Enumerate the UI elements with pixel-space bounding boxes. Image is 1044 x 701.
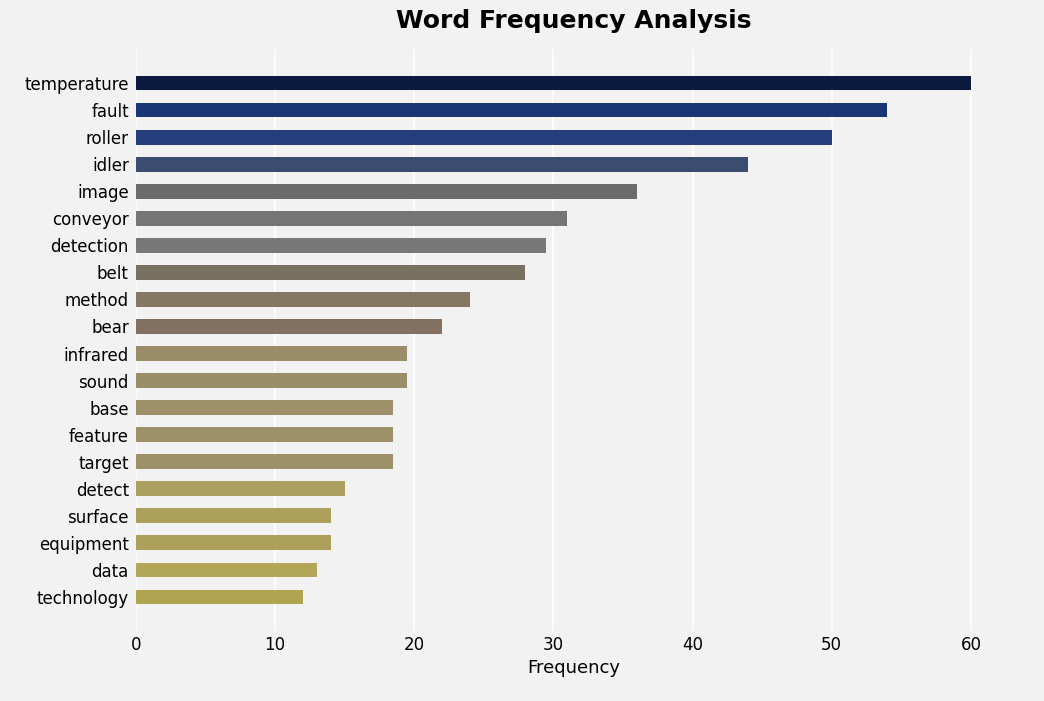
Bar xyxy=(136,265,525,280)
Bar xyxy=(136,508,331,523)
Bar xyxy=(136,184,637,198)
Bar xyxy=(136,590,303,604)
Bar xyxy=(136,482,345,496)
Bar xyxy=(136,346,407,361)
Bar xyxy=(136,319,442,334)
Bar xyxy=(136,562,316,578)
Bar xyxy=(136,454,394,469)
Title: Word Frequency Analysis: Word Frequency Analysis xyxy=(397,9,752,33)
Bar xyxy=(136,292,470,307)
Bar xyxy=(136,130,832,144)
Bar xyxy=(136,373,407,388)
Bar xyxy=(136,76,971,90)
X-axis label: Frequency: Frequency xyxy=(527,660,621,677)
Bar xyxy=(136,536,331,550)
Bar xyxy=(136,102,887,118)
Bar xyxy=(136,157,749,172)
Bar xyxy=(136,400,394,415)
Bar xyxy=(136,427,394,442)
Bar xyxy=(136,238,546,253)
Bar xyxy=(136,211,567,226)
